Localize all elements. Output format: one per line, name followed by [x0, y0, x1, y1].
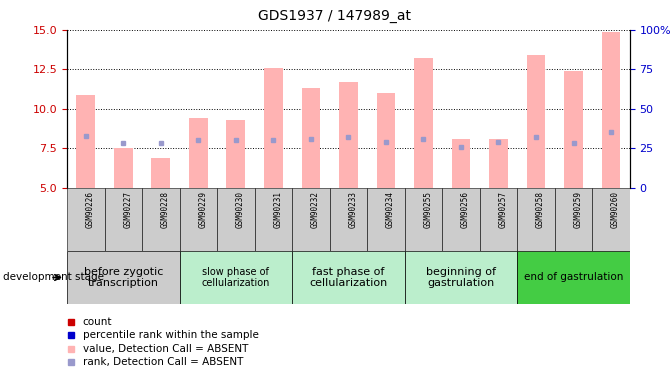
Bar: [76, 94, 95, 188]
Bar: [555, 188, 592, 251]
Text: GSM90258: GSM90258: [536, 190, 545, 228]
Bar: [142, 188, 180, 251]
Bar: [377, 93, 395, 188]
Bar: [217, 188, 255, 251]
Bar: [527, 55, 545, 188]
Bar: [330, 188, 367, 251]
Text: percentile rank within the sample: percentile rank within the sample: [83, 330, 259, 340]
Text: GSM90228: GSM90228: [161, 190, 170, 228]
Bar: [489, 139, 508, 188]
Text: rank, Detection Call = ABSENT: rank, Detection Call = ABSENT: [83, 357, 243, 367]
Bar: [405, 188, 442, 251]
Text: GSM90232: GSM90232: [311, 190, 320, 228]
Bar: [226, 120, 245, 188]
Text: development stage: development stage: [3, 273, 105, 282]
Text: GDS1937 / 147989_at: GDS1937 / 147989_at: [259, 9, 411, 23]
Bar: [442, 188, 480, 251]
Bar: [367, 188, 405, 251]
Bar: [517, 188, 555, 251]
Text: value, Detection Call = ABSENT: value, Detection Call = ABSENT: [83, 344, 248, 354]
Text: GSM90231: GSM90231: [273, 190, 282, 228]
Text: GSM90230: GSM90230: [236, 190, 245, 228]
Bar: [105, 188, 142, 251]
Text: GSM90227: GSM90227: [123, 190, 132, 228]
Bar: [180, 251, 292, 304]
Text: GSM90234: GSM90234: [386, 190, 395, 228]
Bar: [302, 88, 320, 188]
Bar: [292, 188, 330, 251]
Bar: [602, 32, 620, 188]
Text: before zygotic
transcription: before zygotic transcription: [84, 267, 163, 288]
Text: GSM90233: GSM90233: [348, 190, 357, 228]
Bar: [414, 58, 433, 188]
Text: GSM90256: GSM90256: [461, 190, 470, 228]
Bar: [292, 251, 405, 304]
Bar: [264, 68, 283, 188]
Bar: [180, 188, 217, 251]
Text: count: count: [83, 317, 113, 327]
Text: fast phase of
cellularization: fast phase of cellularization: [310, 267, 387, 288]
Text: GSM90260: GSM90260: [611, 190, 620, 228]
Bar: [255, 188, 292, 251]
Text: beginning of
gastrulation: beginning of gastrulation: [426, 267, 496, 288]
Bar: [67, 188, 105, 251]
Bar: [480, 188, 517, 251]
Text: end of gastrulation: end of gastrulation: [524, 273, 623, 282]
Bar: [405, 251, 517, 304]
Bar: [67, 251, 180, 304]
Bar: [151, 158, 170, 188]
Bar: [452, 139, 470, 188]
Text: GSM90229: GSM90229: [198, 190, 207, 228]
Text: GSM90259: GSM90259: [574, 190, 582, 228]
Bar: [592, 188, 630, 251]
Text: GSM90255: GSM90255: [423, 190, 432, 228]
Bar: [517, 251, 630, 304]
Bar: [189, 118, 208, 188]
Text: GSM90226: GSM90226: [86, 190, 94, 228]
Bar: [114, 148, 133, 188]
Bar: [564, 71, 583, 188]
Text: GSM90257: GSM90257: [498, 190, 507, 228]
Text: slow phase of
cellularization: slow phase of cellularization: [202, 267, 270, 288]
Bar: [339, 82, 358, 188]
